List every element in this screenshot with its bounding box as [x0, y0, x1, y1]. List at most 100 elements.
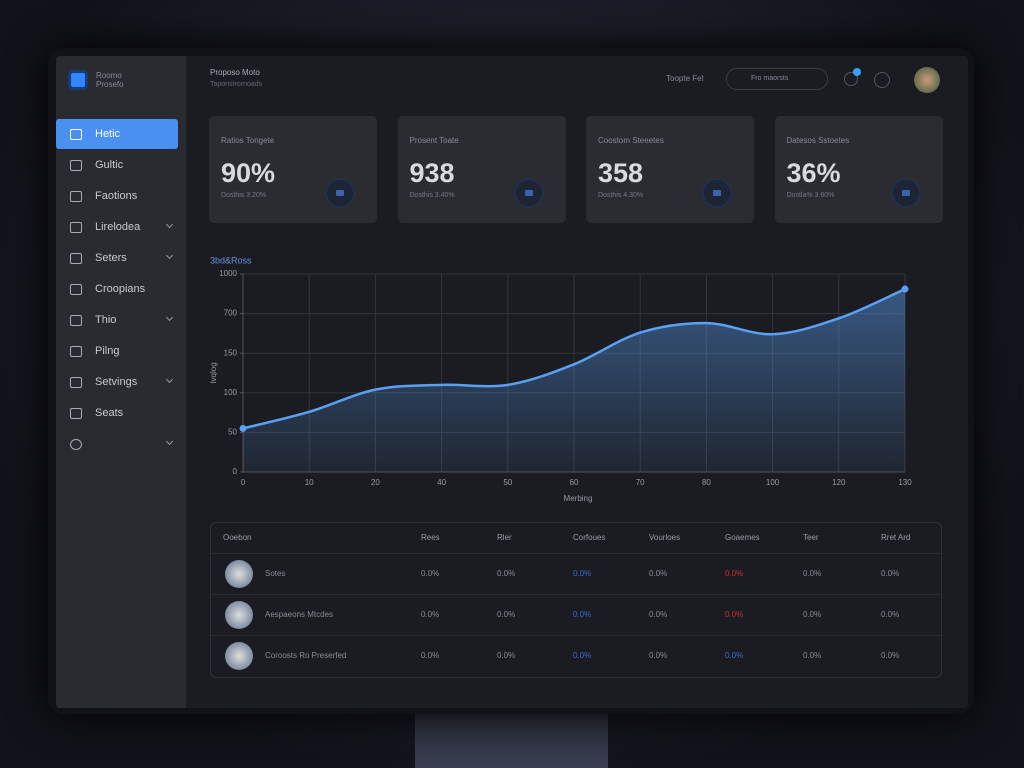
avatar[interactable]: [914, 67, 940, 93]
nav-label: Gultic: [95, 159, 124, 171]
table-cell: 0.0%: [497, 610, 516, 619]
nav-icon: [70, 252, 82, 264]
table-cell: 0.0%: [725, 610, 744, 619]
column-header: Rler: [497, 533, 512, 542]
page-title: Proposo Moto: [210, 68, 260, 77]
chevron: [165, 313, 174, 322]
page-subtitle: Taponstrornoads: [210, 81, 263, 88]
header-link[interactable]: Toopte Fel: [666, 74, 704, 83]
badge: [853, 68, 861, 76]
nav-item[interactable]: Faotions: [56, 181, 178, 211]
nav-item[interactable]: Seats: [56, 398, 178, 428]
table-cell: Coroosts Ro Preserfed: [265, 651, 347, 660]
table-cell: 0.0%: [649, 610, 668, 619]
row-avatar: [225, 560, 253, 588]
column-header: Rees: [421, 533, 440, 542]
logo: [68, 70, 88, 90]
x-tick-label: 120: [832, 478, 846, 487]
card-icon: [890, 178, 921, 208]
table-cell: 0.0%: [881, 610, 900, 619]
card-note: Dostla% 3.60%: [786, 192, 835, 199]
help[interactable]: [874, 72, 890, 88]
table-cell: 0.0%: [649, 569, 668, 578]
y-tick-label: 150: [224, 348, 238, 357]
nav-item[interactable]: Pilng: [56, 336, 178, 366]
table-cell: 0.0%: [421, 610, 440, 619]
nav-icon: [70, 407, 82, 419]
nav-label: Pilng: [95, 345, 120, 357]
card-icon: [702, 178, 732, 208]
monitor-stand: [415, 712, 608, 768]
y-tick-label: 50: [228, 428, 237, 437]
sidebar: Roomo Prosefo Hetic Gultic Faotions Lirelode…: [56, 56, 186, 708]
nav-icon: [70, 376, 82, 388]
column-header: Ooebon: [223, 533, 252, 542]
card-label: Datesos Sstoetes: [786, 136, 850, 145]
y-tick-label: 700: [224, 309, 238, 318]
nav-item[interactable]: Hetic: [56, 119, 178, 149]
table-cell: 0.0%: [573, 569, 592, 578]
table-cell: 0.0%: [803, 610, 822, 619]
area: [243, 289, 905, 472]
x-tick-label: 130: [898, 478, 912, 487]
stat-card: Prosent Toate 938 Dosthis 3.40%: [397, 116, 566, 223]
nav-icon: [70, 221, 82, 233]
row-avatar: [225, 601, 253, 629]
table-cell: 0.0%: [881, 651, 900, 660]
x-tick-label: 40: [437, 478, 446, 487]
nav-label: Croopians: [95, 283, 146, 295]
nav-item[interactable]: Thio: [56, 305, 178, 335]
nav-label: Lirelodea: [95, 221, 141, 233]
nav-icon: [70, 345, 82, 357]
nav-item[interactable]: Lirelodea: [56, 212, 178, 242]
x-tick-label: 20: [371, 478, 380, 487]
card-icon: [513, 178, 544, 208]
x-tick-label: 0: [241, 478, 246, 487]
x-tick-label: 60: [570, 478, 579, 487]
chevron: [165, 437, 174, 446]
chevron: [165, 375, 174, 384]
nav-item[interactable]: [56, 429, 178, 459]
y-tick-label: 0: [233, 467, 238, 476]
card-label: Prosent Toate: [409, 136, 459, 145]
notifications[interactable]: [844, 72, 858, 86]
nav-icon: [70, 314, 82, 326]
nav-icon: [70, 283, 82, 295]
table-row: Sotes 0.0% 0.0% 0.0% 0.0% 0.0% 0.0% 0.0%: [211, 553, 941, 593]
table-cell: Sotes: [265, 569, 286, 578]
table-cell: 0.0%: [497, 569, 516, 578]
table-cell: 0.0%: [497, 651, 516, 660]
nav-item[interactable]: Gultic: [56, 150, 178, 180]
nav-item[interactable]: Croopians: [56, 274, 178, 304]
column-header: Vourloes: [649, 533, 681, 542]
card-note: Dosthis 4.30%: [598, 192, 644, 199]
table-cell: 0.0%: [881, 569, 900, 578]
y-tick-label: 100: [224, 388, 238, 397]
nav-item[interactable]: Setvings: [56, 367, 178, 397]
x-tick-label: 80: [702, 478, 711, 487]
nav-icon: [70, 438, 82, 450]
nav-label: Hetic: [95, 128, 121, 140]
card-label: Coostom Steeetes: [598, 136, 664, 145]
card-value: 358: [598, 158, 644, 188]
nav-item[interactable]: Seters: [56, 243, 178, 273]
y-axis-label: Ivqlog: [209, 362, 218, 383]
screen: Roomo Prosefo Hetic Gultic Faotions Lirelode…: [56, 56, 968, 708]
x-tick-label: 70: [636, 478, 645, 487]
table-cell: Aespaeons Mtcdes: [265, 610, 334, 619]
table-cell: 0.0%: [649, 651, 668, 660]
table-cell: 0.0%: [803, 651, 822, 660]
table-cell: 0.0%: [725, 651, 744, 660]
search[interactable]: Fro maorsts: [726, 68, 828, 90]
end-point: [901, 285, 909, 293]
column-header: Teer: [803, 533, 819, 542]
x-axis-label: Merbing: [564, 494, 593, 503]
chevron: [165, 251, 174, 260]
table: Ooebon Rees Rler Corfoues Vourloes Goaemes Tee…: [210, 522, 942, 678]
table-cell: 0.0%: [573, 610, 592, 619]
line: [242, 287, 906, 430]
chart: 3bd&Ross Merbing Ivqlog 0501001507001000…: [209, 255, 912, 503]
nav-label: Setvings: [95, 376, 138, 388]
table-header: Ooebon Rees Rler Corfoues Vourloes Goaemes Tee…: [211, 523, 941, 553]
